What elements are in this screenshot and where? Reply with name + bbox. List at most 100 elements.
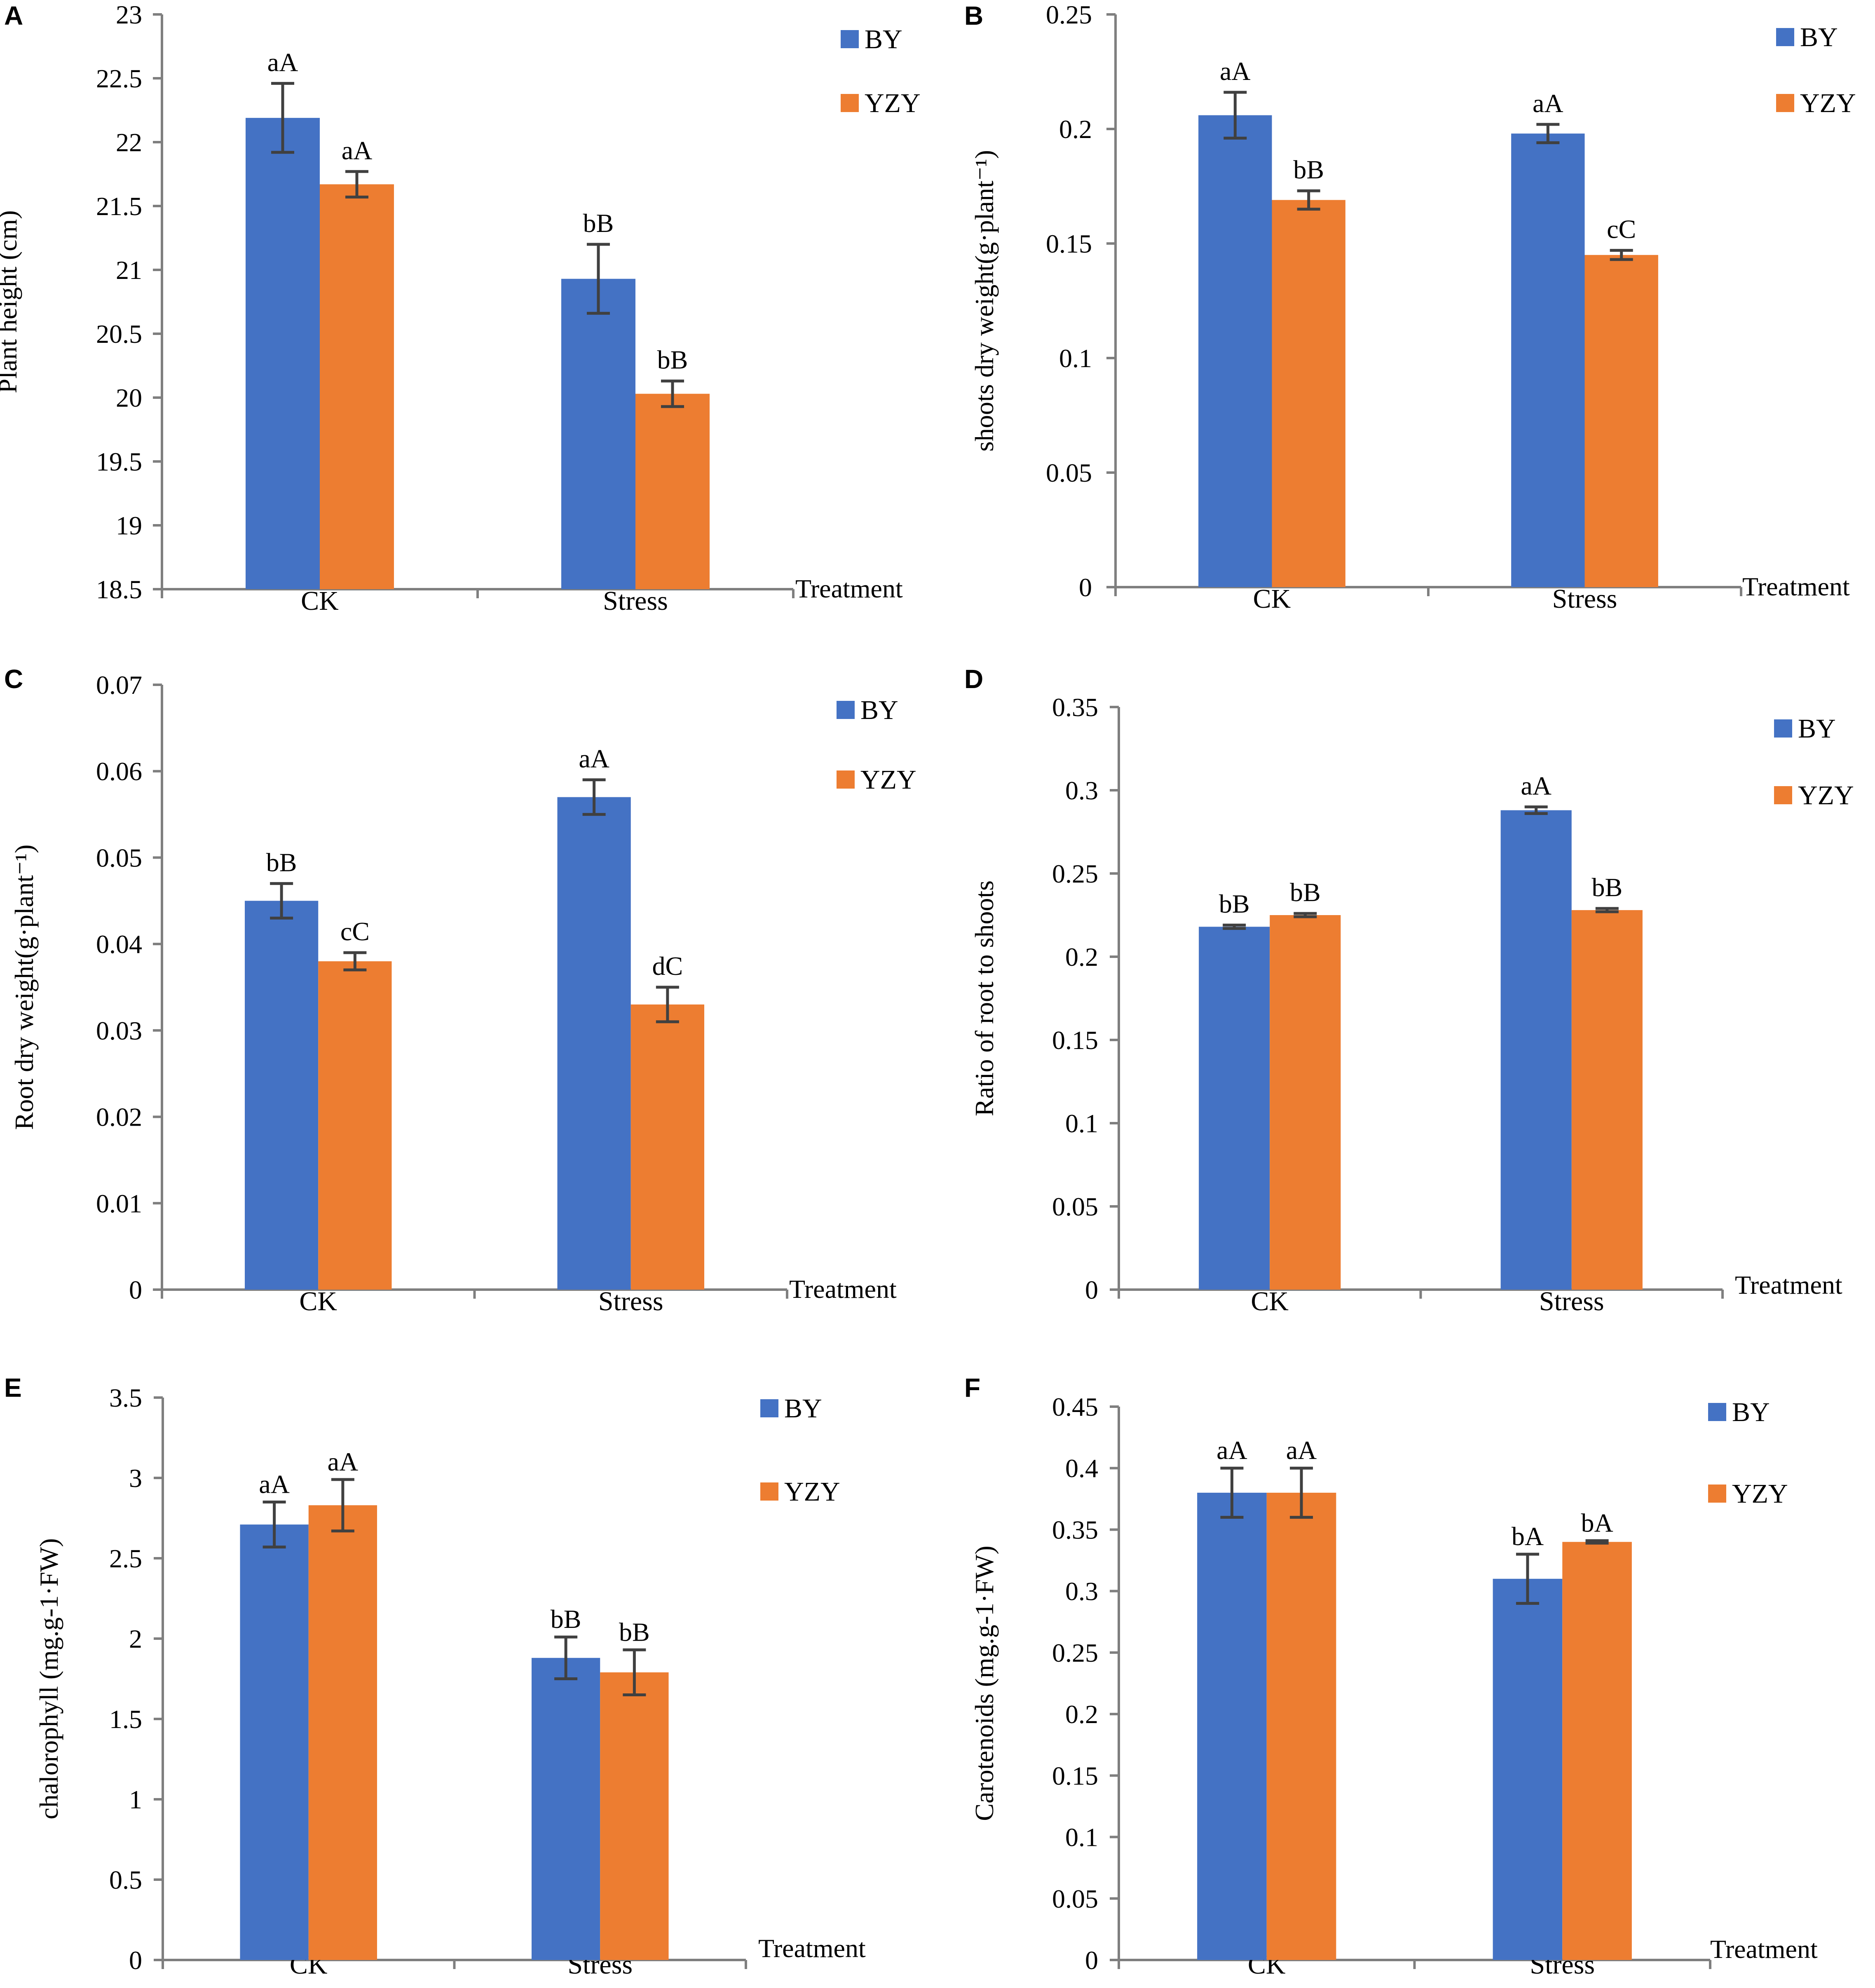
- y-tick-label: 19.5: [96, 447, 142, 476]
- x-axis-title: Treatment: [1735, 1270, 1842, 1300]
- panel-letter: B: [964, 1, 983, 30]
- y-tick-label: 0.45: [1052, 1392, 1098, 1421]
- panel-letter: E: [4, 1373, 22, 1403]
- legend-swatch-by: [1708, 1403, 1726, 1421]
- significance-label: cC: [1607, 215, 1636, 244]
- panel-letter: D: [964, 664, 983, 694]
- y-tick-label: 0.25: [1052, 1638, 1098, 1667]
- y-tick-label: 0.35: [1052, 1515, 1098, 1544]
- significance-label: bB: [551, 1604, 581, 1634]
- legend-label-by: BY: [784, 1393, 822, 1424]
- y-axis-title: Root dry weight(g·plant⁻¹): [9, 845, 39, 1130]
- y-tick-label: 21: [116, 255, 142, 285]
- significance-label: aA: [1533, 89, 1563, 118]
- legend-label-yzy: YZY: [784, 1477, 840, 1507]
- category-label-stress: Stress: [603, 586, 668, 616]
- bar-by-stress: [531, 1658, 600, 1960]
- y-tick-label: 20.5: [96, 319, 142, 349]
- category-label-ck: CK: [301, 586, 339, 616]
- bar-by-ck: [1199, 927, 1270, 1290]
- y-axis-title: Plant height (cm): [0, 210, 22, 393]
- y-tick-label: 0.03: [96, 1016, 142, 1045]
- y-tick-label: 0.07: [96, 670, 142, 700]
- significance-label: cC: [340, 917, 370, 946]
- y-tick-label: 0: [129, 1946, 142, 1975]
- bar-yzy-stress: [600, 1672, 669, 1960]
- y-tick-label: 0.05: [1052, 1884, 1098, 1913]
- category-label-ck: CK: [1253, 584, 1291, 614]
- y-tick-label: 0.25: [1046, 0, 1092, 29]
- legend-label-by: BY: [1732, 1397, 1770, 1427]
- y-tick-label: 23: [116, 0, 142, 29]
- y-axis-title: Ratio of root to shoots: [970, 880, 999, 1116]
- y-tick-label: 0.2: [1065, 1700, 1098, 1729]
- bar-by-stress: [557, 797, 631, 1290]
- y-tick-label: 0: [1085, 1275, 1098, 1304]
- panel-letter: F: [964, 1373, 980, 1403]
- y-tick-label: 0.04: [96, 930, 142, 959]
- legend-swatch-by: [760, 1399, 778, 1417]
- y-tick-label: 19: [116, 511, 142, 540]
- legend-swatch-yzy: [837, 770, 855, 789]
- significance-label: bB: [1290, 878, 1321, 907]
- y-tick-label: 0.25: [1052, 859, 1098, 888]
- y-tick-label: 0.15: [1046, 229, 1092, 258]
- significance-label: bA: [1512, 1522, 1544, 1551]
- y-tick-label: 1.5: [109, 1705, 142, 1734]
- bar-yzy-stress: [1584, 255, 1658, 587]
- legend-swatch-yzy: [1776, 94, 1794, 112]
- legend-label-by: BY: [1800, 22, 1838, 52]
- bar-yzy-stress: [635, 393, 710, 589]
- legend-swatch-yzy: [1774, 786, 1792, 804]
- bar-by-ck: [245, 118, 320, 590]
- y-tick-label: 0.3: [1065, 776, 1098, 805]
- legend-swatch-by: [1774, 719, 1792, 738]
- legend-label-yzy: YZY: [1798, 780, 1854, 810]
- panel-letter: C: [4, 664, 23, 694]
- x-axis-title: Treatment: [1742, 572, 1850, 601]
- y-axis-title: Carotenoids (mg.g-1·FW): [970, 1545, 999, 1821]
- y-tick-label: 0.1: [1059, 344, 1092, 373]
- significance-label: bB: [1219, 889, 1250, 918]
- bar-by-ck: [1198, 115, 1272, 587]
- y-tick-label: 0: [129, 1275, 142, 1304]
- legend-swatch-by: [1776, 28, 1794, 46]
- legend-label-by: BY: [865, 24, 902, 54]
- significance-label: bA: [1581, 1508, 1613, 1537]
- x-axis-title: Treatment: [795, 574, 903, 603]
- legend-label-yzy: YZY: [1732, 1479, 1788, 1509]
- bar-yzy-ck: [1266, 1492, 1336, 1960]
- legend-label-yzy: YZY: [865, 88, 921, 118]
- legend-label-yzy: YZY: [860, 765, 916, 795]
- panel-a: A 18.5 19 19.5 20 20.5 21 21.5 22 22.5 23 Plant hei…: [0, 0, 921, 616]
- significance-label: aA: [579, 744, 609, 773]
- y-tick-label: 21.5: [96, 192, 142, 221]
- significance-label: bB: [1591, 873, 1622, 902]
- bar-yzy-ck: [320, 184, 394, 589]
- significance-label: bB: [266, 848, 297, 877]
- y-tick-label: 0: [1085, 1946, 1098, 1975]
- bar-yzy-stress: [630, 1004, 704, 1290]
- significance-label: bB: [619, 1617, 650, 1646]
- category-label-stress: Stress: [1552, 584, 1617, 614]
- significance-label: aA: [267, 47, 298, 77]
- y-tick-label: 0: [1079, 573, 1092, 602]
- panel-d: D 0 0.05 0.1 0.15 0.2 0.25 0.3 0.35 Ratio of root…: [964, 664, 1854, 1316]
- bar-by-ck: [240, 1524, 309, 1960]
- y-tick-label: 0.1: [1065, 1823, 1098, 1852]
- y-tick-label: 18.5: [96, 575, 142, 604]
- bar-yzy-stress: [1562, 1542, 1632, 1960]
- bar-by-ck: [245, 901, 319, 1290]
- significance-label: aA: [1286, 1435, 1317, 1465]
- significance-label: aA: [259, 1470, 290, 1499]
- panel-c: C 0 0.01 0.02 0.03 0.04 0.05 0.06 0.07 Root dry w…: [4, 664, 916, 1316]
- y-tick-label: 22: [116, 128, 142, 157]
- legend-swatch-yzy: [841, 94, 859, 112]
- y-tick-label: 22.5: [96, 64, 142, 93]
- x-axis-title: Treatment: [1710, 1934, 1818, 1964]
- y-tick-label: 0.1: [1065, 1109, 1098, 1138]
- significance-label: aA: [1521, 771, 1552, 800]
- y-axis-title: chalorophyll (mg.g-1·FW): [34, 1538, 63, 1819]
- category-label-stress: Stress: [598, 1286, 663, 1316]
